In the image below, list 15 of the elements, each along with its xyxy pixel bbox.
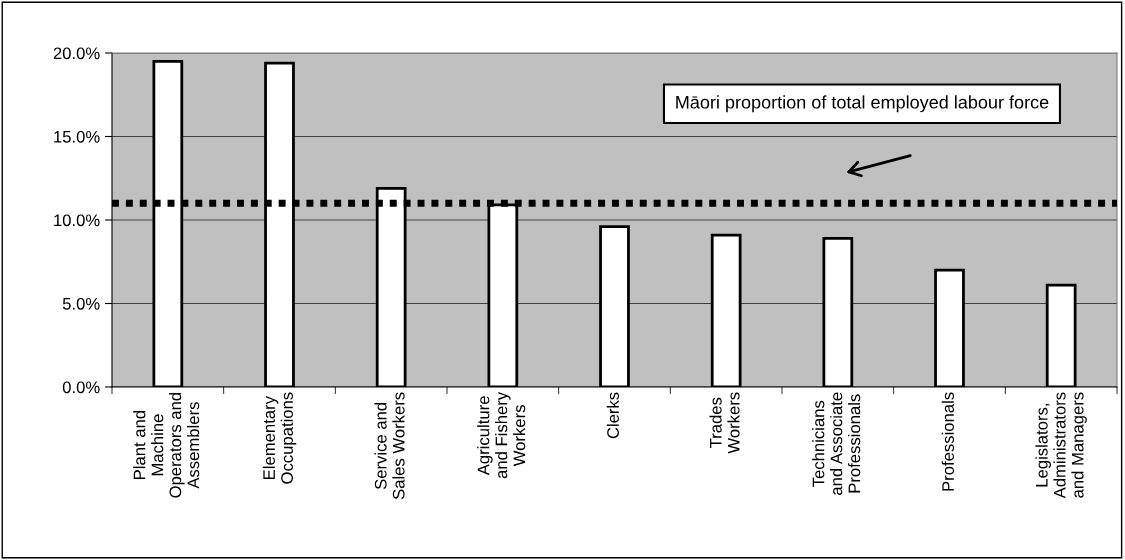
x-tick-label: Agriculture and Fishery Workers — [477, 391, 526, 479]
y-tick-label: 5.0% — [62, 297, 100, 310]
x-tick-label: Plant and Machine Operators and Assemblers — [133, 392, 200, 498]
x-tick-label: Clerks — [606, 392, 619, 439]
y-tick-label: 20.0% — [53, 47, 100, 60]
x-tick-label: Service and Sales Workers — [374, 392, 405, 500]
x-tick-label: Technicians and Associate Professionals — [812, 392, 861, 495]
ref-line-label: Māori proportion of total employed labour force — [676, 95, 1049, 113]
x-tick-label: Trades Workers — [709, 392, 740, 454]
y-tick-label: 10.0% — [54, 214, 100, 227]
y-tick-label: 0.0% — [62, 381, 100, 394]
y-tick-label: 15.0% — [54, 130, 100, 143]
x-tick-label: Legislators, Administrators and Managers — [1035, 392, 1087, 499]
x-tick-label: Elementary Occupations — [262, 392, 297, 484]
x-tick-label: Professionals — [941, 392, 954, 491]
